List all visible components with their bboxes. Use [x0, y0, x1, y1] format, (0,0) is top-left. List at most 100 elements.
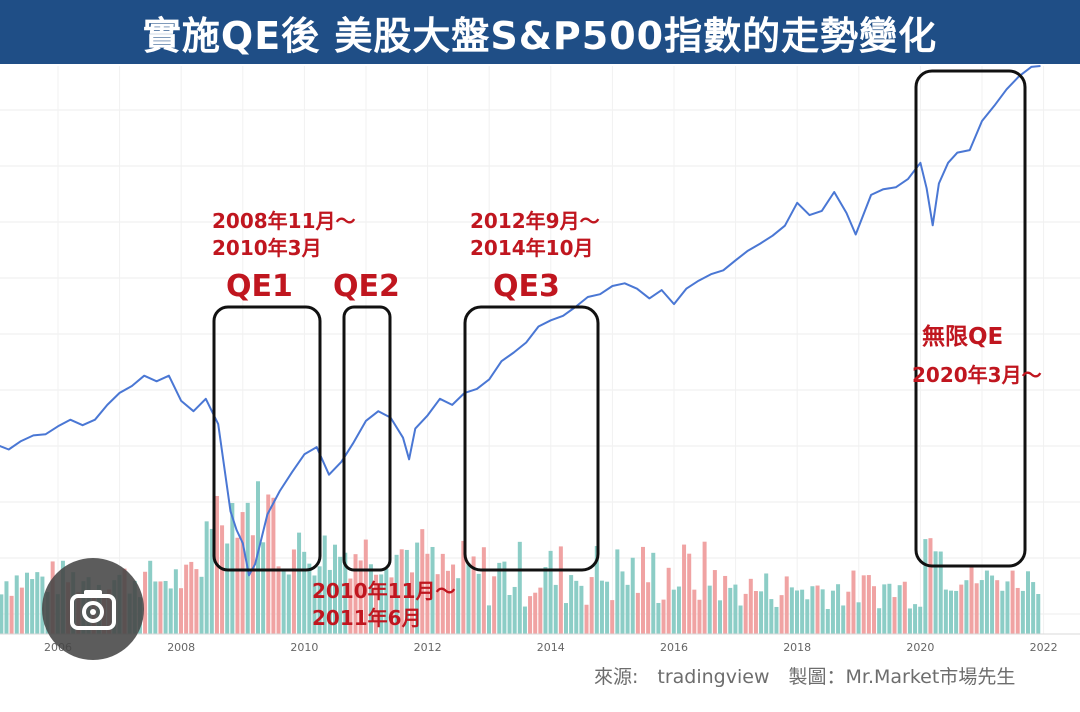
camera-button[interactable] [42, 558, 144, 660]
volume-bar [1000, 590, 1005, 634]
volume-bar [261, 542, 266, 634]
volume-bar [204, 521, 209, 634]
volume-bar [594, 545, 599, 634]
volume-bar [938, 551, 943, 634]
volume-bar [266, 494, 271, 634]
volume-bar [856, 602, 861, 634]
volume-bar [4, 581, 9, 634]
volume-bar [687, 553, 692, 634]
volume-bar [240, 512, 245, 634]
volume-bar [173, 569, 178, 634]
volume-bar [605, 581, 610, 634]
volume-bar [969, 567, 974, 634]
volume-bar [179, 588, 183, 634]
qe1-box [212, 305, 322, 572]
volume-bar [548, 550, 553, 634]
volume-bar [389, 577, 394, 634]
volume-bar [435, 574, 440, 634]
volume-bar [420, 529, 425, 634]
chart-area: 2006 2008 2010 2012 2014 2016 2018 2020 2022 [0, 65, 1080, 654]
qe3-period-line1: 2012年9月～ [470, 209, 600, 233]
volume-bar [410, 572, 414, 634]
volume-bar [584, 604, 589, 634]
volume-bar [579, 585, 584, 634]
volume-bar [0, 594, 4, 634]
volume-bar [564, 603, 568, 634]
title-bar: 實施QE後 美股大盤S&P500指數的走勢變化 [0, 0, 1080, 64]
qe3-period-label: 2012年9月～ 2014年10月 [470, 208, 600, 262]
qe-infinite-label: 無限QE [922, 324, 1004, 350]
x-tick-label: 2018 [783, 641, 811, 654]
volume-bar [276, 566, 281, 634]
qe3-box [463, 305, 600, 572]
qe2-period-line2: 2011年6月 [312, 606, 422, 630]
volume-bar [810, 586, 815, 634]
qe3-label: QE3 [493, 269, 560, 304]
qe1-period-line1: 2008年11月～ [212, 209, 356, 233]
volume-bar [943, 589, 948, 634]
volume-bar [979, 580, 984, 634]
volume-bar [959, 584, 964, 634]
volume-bar [225, 543, 230, 634]
volume-bar [1031, 582, 1036, 634]
volume-bar [543, 567, 548, 634]
volume-bar [676, 586, 681, 634]
volume-bar [620, 571, 625, 634]
volume-bar [820, 589, 825, 634]
volume-bar [1015, 587, 1020, 634]
volume-bar [533, 592, 538, 634]
volume-bar [902, 581, 907, 634]
qe3-period-line2: 2014年10月 [470, 236, 594, 260]
volume-bar [189, 561, 194, 634]
x-tick-label: 2012 [414, 641, 442, 654]
volume-bar [327, 569, 332, 634]
volume-bar [702, 541, 707, 634]
volume-bar [928, 538, 933, 634]
volume-bar [615, 549, 620, 634]
volume-bar [353, 554, 358, 634]
volume-bar [25, 572, 29, 634]
volume-bar [635, 592, 640, 634]
volume-bar [291, 549, 296, 634]
volume-bar [297, 532, 302, 634]
volume-bar [333, 544, 337, 634]
volume-bar [671, 589, 676, 634]
volume-bar [425, 553, 430, 634]
qe2-label: QE2 [333, 269, 400, 304]
volume-bar [610, 600, 615, 634]
x-tick-label: 2022 [1030, 641, 1058, 654]
volume-bar [712, 570, 717, 634]
x-tick-label: 2008 [167, 641, 195, 654]
volume-bar [795, 590, 799, 634]
volume-bar [404, 549, 409, 634]
volume-bar [769, 599, 774, 634]
volume-bar [302, 551, 307, 634]
qe1-period-line2: 2010年3月 [212, 236, 322, 260]
volume-bar [476, 573, 481, 634]
volume-bar [163, 580, 168, 634]
volume-bar [753, 591, 758, 634]
volume-bar [933, 551, 938, 634]
volume-bar [918, 606, 923, 634]
volume-bar [281, 569, 286, 634]
x-tick-label: 2020 [906, 641, 934, 654]
volume-bar [718, 600, 722, 634]
volume-bar [625, 584, 630, 634]
qe2-box [342, 305, 392, 572]
volume-bar [1005, 581, 1010, 634]
volume-bar [343, 552, 348, 634]
qe1-label: QE1 [226, 269, 293, 304]
volume-bar [723, 575, 728, 634]
volume-bar [322, 535, 327, 634]
volume-bar [184, 564, 189, 634]
volume-bar [522, 606, 527, 634]
volume-bar [553, 584, 558, 634]
volume-bar [974, 583, 979, 634]
volume-bar [317, 566, 322, 634]
volume-bar [220, 525, 225, 634]
volume-bar [394, 554, 399, 634]
volume-bar [358, 560, 363, 634]
volume-bar [492, 576, 497, 634]
camera-icon [70, 590, 116, 630]
volume-bar [784, 576, 789, 634]
